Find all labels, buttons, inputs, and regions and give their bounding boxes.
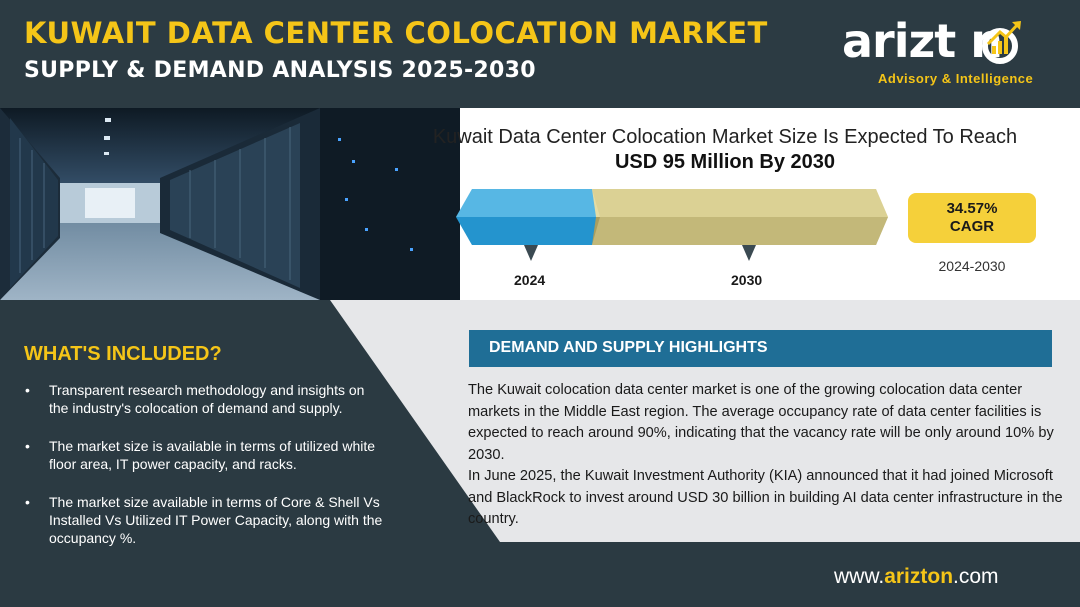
page-subtitle: SUPPLY & DEMAND ANALYSIS 2025-2030 — [24, 58, 536, 83]
footer-website-link[interactable]: www.arizton.com — [834, 565, 999, 588]
list-item: • The market size available in terms of C… — [25, 494, 383, 546]
year-end-label: 2030 — [731, 272, 763, 288]
list-item: • Transparent research methodology and in… — [25, 382, 365, 416]
market-value: USD 95 Million By 2030 — [614, 151, 836, 173]
highlights-title: DEMAND AND SUPPLY HIGHLIGHTS — [489, 339, 768, 356]
logo-tagline: Advisory & Intelligence — [878, 71, 1034, 86]
header: KUWAIT DATA CENTER COLOCATION MARKET SUP… — [0, 0, 1080, 108]
cagr-badge: 34.57% CAGR — [908, 193, 1036, 243]
page-title: KUWAIT DATA CENTER COLOCATION MARKET — [24, 16, 768, 50]
list-item: • The market size is available in terms o… — [25, 438, 376, 472]
bullet-icon: • — [25, 438, 30, 454]
datacenter-photo — [0, 108, 460, 300]
highlights-body: The Kuwait colocation data center market… — [468, 380, 1063, 531]
included-list: • Transparent research methodology and in… — [24, 381, 384, 567]
highlights-paragraph-2: In June 2025, the Kuwait Investment Auth… — [468, 468, 1063, 527]
logo-wordmark: arizt n — [842, 14, 1003, 68]
arizton-logo[interactable]: arizt n Advisory & Intelligence — [842, 14, 1052, 94]
bullet-icon: • — [25, 382, 30, 398]
year-start-label: 2024 — [514, 272, 546, 288]
bullet-icon: • — [25, 494, 30, 510]
cagr-period: 2024-2030 — [938, 258, 1006, 274]
market-headline: Kuwait Data Center Colocation Market Siz… — [432, 126, 1018, 148]
logo-growth-icon — [982, 21, 1021, 64]
included-title: WHAT'S INCLUDED? — [24, 343, 222, 365]
cagr-label: CAGR — [949, 218, 995, 235]
cagr-value: 34.57% — [946, 200, 998, 217]
highlights-paragraph-1: The Kuwait colocation data center market… — [468, 382, 1054, 463]
highlights-title-bar: DEMAND AND SUPPLY HIGHLIGHTS — [469, 330, 1052, 367]
growth-arrow-graphic — [456, 189, 888, 261]
